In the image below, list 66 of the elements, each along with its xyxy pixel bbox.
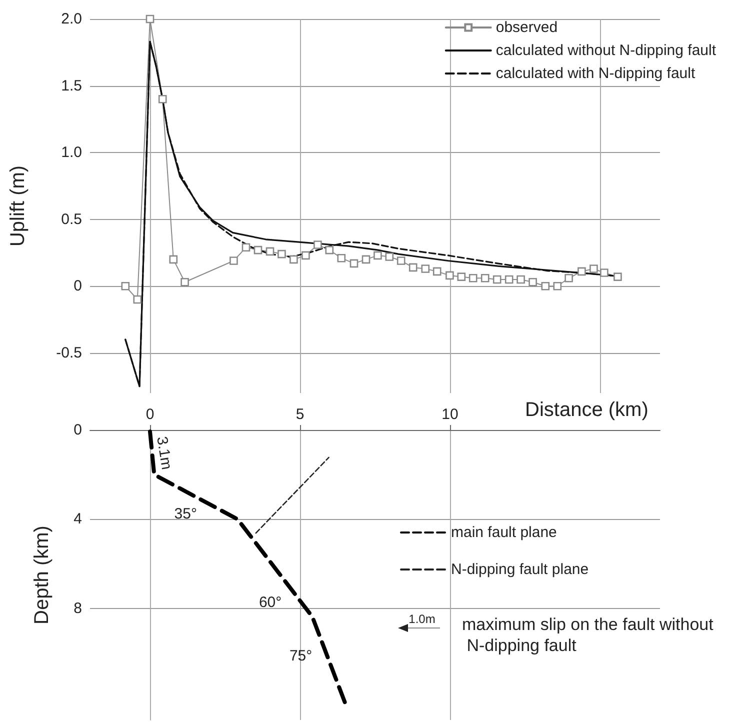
point — [480, 274, 490, 282]
y-axis-title: Uplift (m) — [7, 165, 29, 247]
point — [457, 272, 466, 281]
point — [254, 246, 262, 254]
point — [468, 274, 478, 282]
point — [133, 295, 142, 304]
point — [314, 240, 322, 249]
point — [541, 282, 550, 290]
point — [614, 272, 622, 281]
annotation: 1.0m — [408, 612, 436, 626]
annotation: 75° — [289, 648, 312, 665]
point — [504, 275, 514, 284]
point — [302, 251, 310, 260]
x-tick-label: 5 — [296, 406, 304, 423]
point — [362, 255, 370, 264]
y-tick-label: 0 — [74, 278, 82, 295]
point — [121, 282, 130, 290]
point — [230, 256, 238, 265]
annotation: 35° — [174, 506, 197, 523]
annotation: 60° — [258, 594, 282, 612]
y-tick-label: 0.5 — [61, 210, 82, 228]
y-axis-title: Depth (km) — [31, 526, 53, 624]
legend-label: calculated without N-dipping fault — [496, 42, 717, 59]
point — [169, 255, 178, 264]
y-tick-label: 1.5 — [61, 77, 82, 94]
annotation: 3.1m — [153, 435, 176, 471]
point — [242, 243, 250, 252]
point — [290, 255, 298, 264]
y-tick-label: 8 — [74, 600, 82, 617]
point — [325, 246, 334, 254]
point — [350, 259, 358, 268]
point — [446, 271, 454, 280]
point — [408, 263, 418, 272]
point — [553, 282, 562, 290]
point — [146, 14, 154, 24]
legend-label: calculated with N-dipping fault — [496, 65, 696, 82]
point — [374, 251, 382, 260]
point — [385, 252, 394, 261]
point — [421, 264, 430, 273]
point — [528, 278, 537, 286]
legend-label: N-dipping fault plane — [451, 561, 589, 578]
annotation: maximum slip on the fault without N-dipping fault — [462, 615, 714, 655]
x-tick-label: 0 — [146, 406, 154, 423]
point — [516, 275, 525, 284]
point — [492, 275, 502, 284]
point — [578, 267, 586, 276]
legend-label: main fault plane — [451, 524, 557, 541]
y-tick-label: -0.5 — [56, 344, 82, 362]
y-tick-label: 0 — [74, 422, 82, 438]
point — [278, 250, 286, 258]
x-tick-label: 10 — [442, 406, 458, 423]
point — [564, 274, 573, 282]
line-series — [148, 430, 348, 706]
point — [266, 247, 274, 256]
x-axis-title: Distance (km) — [525, 399, 648, 421]
y-tick-label: 1.0 — [61, 144, 82, 162]
y-tick-label: 2.0 — [61, 10, 82, 28]
point — [396, 256, 406, 265]
y-tick-label: 4 — [74, 510, 82, 528]
point — [590, 264, 598, 273]
point — [337, 254, 346, 262]
point — [180, 278, 189, 286]
legend-label: observed — [496, 19, 558, 36]
point — [600, 268, 608, 277]
point — [158, 94, 167, 104]
point — [432, 267, 442, 276]
